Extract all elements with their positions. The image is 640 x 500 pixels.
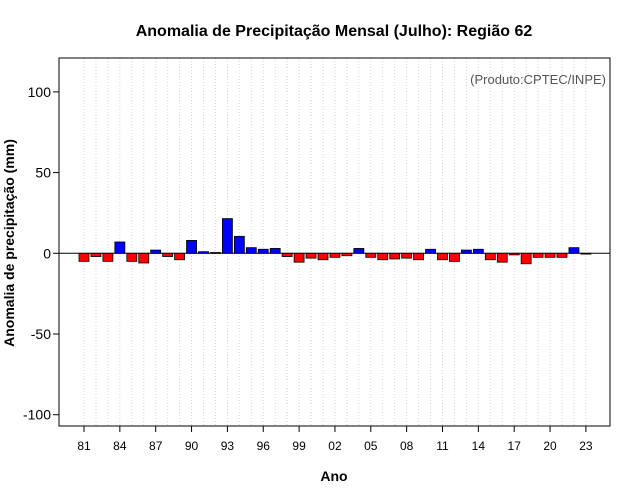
x-tick-label: 81 [77, 439, 91, 453]
bar-1994 [233, 235, 245, 254]
bar-2020 [544, 252, 556, 258]
bar-1985 [126, 252, 138, 262]
x-tick-label: 23 [579, 439, 593, 453]
y-tick-label: 0 [43, 245, 51, 261]
x-tick-label: 05 [364, 439, 378, 453]
x-axis: 81 84 87 90 93 96 99 02 05 08 11 14 17 20 23 [77, 426, 593, 453]
bar-2015 [484, 252, 496, 261]
x-tick-label: 99 [292, 439, 306, 453]
bar-2009 [413, 252, 425, 261]
x-tick-label: 08 [400, 439, 414, 453]
bar-1996 [257, 248, 269, 254]
y-axis: -100 -50 0 50 100 [23, 84, 59, 423]
bar-2008 [401, 252, 413, 259]
bar-2017 [508, 252, 520, 256]
x-tick-label: 02 [328, 439, 342, 453]
chart-title: Anomalia de Precipitação Mensal (Julho):… [136, 23, 533, 40]
bar-2000 [305, 252, 317, 259]
y-tick-label: -50 [31, 326, 51, 342]
y-tick-label: 50 [35, 165, 51, 181]
x-axis-label: Ano [320, 468, 347, 484]
bar-1991 [198, 251, 209, 254]
bar-2001 [317, 252, 329, 261]
x-tick-label: 84 [113, 439, 127, 453]
bar-1990 [186, 239, 197, 254]
bar-2011 [437, 252, 448, 261]
bar-1999 [293, 252, 305, 263]
x-tick-label: 87 [149, 439, 163, 453]
bars [78, 218, 592, 265]
x-tick-label: 11 [436, 439, 449, 453]
y-tick-label: 100 [28, 84, 52, 100]
bar-1998 [281, 252, 293, 257]
bar-2021 [556, 252, 568, 258]
x-tick-label: 96 [257, 439, 271, 453]
bar-2022 [568, 247, 580, 254]
bar-2018 [520, 252, 532, 265]
bar-2006 [377, 252, 389, 261]
bar-1988 [162, 252, 174, 257]
bar-2012 [449, 252, 460, 262]
bar-2010 [425, 248, 436, 254]
x-tick-label: 17 [508, 439, 522, 453]
bar-1993 [221, 218, 233, 254]
bar-1981 [78, 252, 90, 262]
bar-1982 [90, 252, 102, 257]
chart-annotation: (Produto:CPTEC/INPE) [470, 72, 606, 87]
bar-2019 [532, 252, 544, 258]
x-tick-label: 14 [472, 439, 486, 453]
bar-1987 [150, 249, 162, 254]
x-tick-label: 20 [543, 439, 557, 453]
bar-2005 [365, 252, 377, 258]
bar-1984 [114, 241, 126, 254]
bar-2014 [472, 248, 484, 254]
bar-1992 [210, 252, 221, 254]
bar-1986 [138, 252, 150, 264]
bar-2023 [580, 252, 592, 255]
bar-1983 [102, 252, 114, 262]
y-tick-label: -100 [23, 407, 51, 423]
grid-lines [83, 58, 587, 426]
bar-1997 [269, 248, 281, 254]
x-tick-label: 90 [185, 439, 199, 453]
x-tick-label: 93 [221, 439, 235, 453]
bar-1989 [174, 252, 186, 261]
bar-2007 [389, 252, 401, 260]
bar-2004 [353, 248, 365, 254]
bar-2002 [329, 252, 341, 258]
bar-2013 [460, 249, 472, 254]
bar-1995 [245, 247, 257, 254]
bar-2016 [496, 252, 508, 263]
bar-2003 [341, 252, 353, 257]
y-axis-label: Anomalia de precipitação (mm) [1, 139, 17, 347]
